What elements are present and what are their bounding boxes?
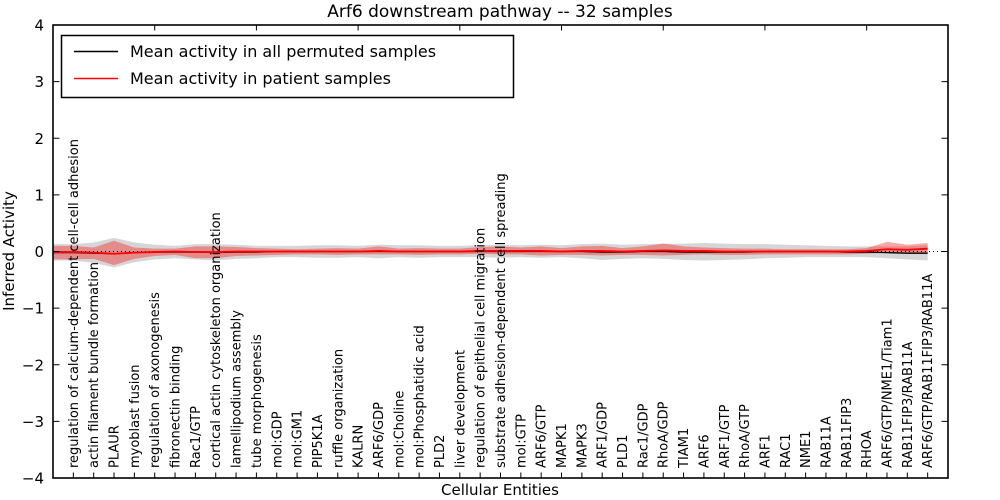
x-tick-label: PIP5K1A [311,414,326,468]
x-tick-label: MAPK3 [575,423,590,468]
x-tick-label: RAB11FIP3/RAB11A [901,341,916,468]
x-tick-label: ARF1/GTP [718,404,733,468]
x-tick-label: ARF6/GTP [535,404,550,468]
gray-band [53,237,928,268]
y-tick-label: 1 [34,186,44,204]
x-tick-label: fibronectin binding [169,346,184,468]
x-axis-label: Cellular Entities [441,481,559,499]
x-tick-label: mol:Phosphatidic acid [413,325,428,468]
y-tick-label: 0 [34,243,44,261]
red-band [53,240,928,266]
x-tick-label: Rac1/GDP [636,403,651,468]
x-tick-label: RHOA [860,430,875,468]
x-tick-label: mol:Choline [392,391,407,468]
x-tick-labels: regulation of calcium-dependent cell-cel… [67,139,936,469]
legend-box [60,34,515,99]
x-tick-label: ARF6/GDP [372,402,387,468]
y-tick-label: −4 [22,470,44,488]
chart-title: Arf6 downstream pathway -- 32 samples [327,2,673,22]
y-tick-label: 4 [34,17,44,35]
x-tick-label: RAC1 [779,433,794,468]
y-tick-label: −3 [22,413,44,431]
x-tick-label: RhoA/GDP [657,401,672,468]
confidence-bands [53,237,928,268]
y-tick-label: 2 [34,130,44,148]
y-axis-label: Inferred Activity [0,191,18,311]
x-tick-label: RAB11A [819,416,834,468]
x-tick-label: RhoA/GTP [738,404,753,468]
x-tick-label: cortical actin cytoskeleton organization [209,212,224,468]
mean-lines [53,247,928,255]
x-tick-label: regulation of calcium-dependent cell-cel… [67,139,82,468]
x-tick-label: ARF1/GDP [596,402,611,468]
x-tick-label: KALRN [352,425,367,468]
x-tick-label: mol:GDP [270,411,285,468]
x-tick-label: RAB11FIP3 [840,398,855,468]
x-tick-label: regulation of epithelial cell migration [474,228,489,468]
x-tick-label: PLD2 [433,435,448,468]
x-tick-label: ARF6/GTP/NME1/Tiam1 [880,318,895,468]
x-tick-label: ARF1 [758,434,773,468]
axis-ticks [53,24,948,479]
x-tick-label: ARF6 [697,434,712,468]
x-tick-label: PLAUR [108,425,123,468]
x-tick-label: substrate adhesion-dependent cell spread… [494,173,509,468]
x-tick-label: ARF6/GTP/RAB11FIP3/RAB11A [921,274,936,468]
x-tick-label: TIAM1 [677,428,692,469]
x-tick-label: actin filament bundle formation [87,262,102,468]
y-tick-label: 3 [34,73,44,91]
red-mean-line [53,247,928,255]
x-tick-label: regulation of axonogenesis [148,292,163,468]
x-tick-label: MAPK1 [555,423,570,468]
x-tick-label: lamellipodium assembly [230,310,245,468]
x-tick-label: myoblast fusion [128,364,143,468]
x-tick-label: NME1 [799,431,814,468]
x-tick-label: PLD1 [616,435,631,468]
x-tick-label: mol:GM1 [291,410,306,468]
x-tick-label: mol:GTP [514,414,529,468]
x-tick-label: liver development [453,350,468,468]
y-tick-label: −1 [22,300,44,318]
legend-label-permuted: Mean activity in all permuted samples [130,42,436,61]
x-tick-label: Rac1/GTP [189,406,204,468]
legend: Mean activity in all permuted samples Me… [60,34,515,99]
legend-label-patient: Mean activity in patient samples [130,69,391,88]
y-tick-label: −2 [22,356,44,374]
x-tick-label: ruffle organization [331,349,346,468]
x-tick-label: tube morphogenesis [250,334,265,468]
y-tick-labels: −4 −3 −2 −1 0 1 2 3 4 [22,17,44,488]
